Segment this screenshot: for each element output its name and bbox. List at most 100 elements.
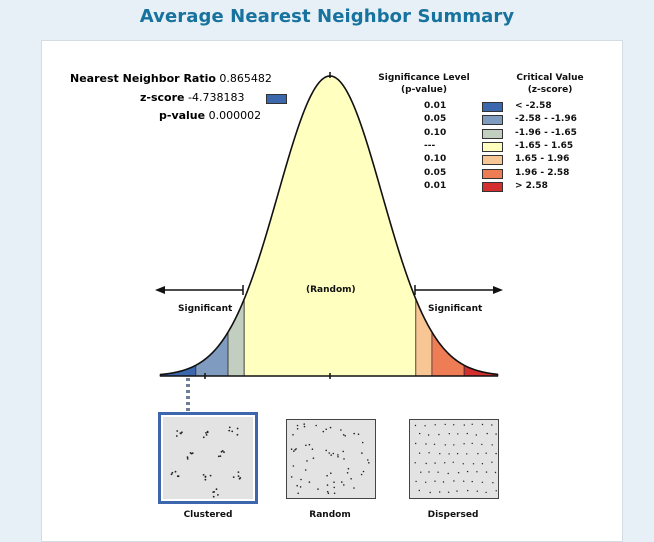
pattern-point [492, 482, 494, 484]
right-arrow-head [493, 286, 503, 294]
pattern-point [237, 475, 240, 477]
normal-curve-diagram [155, 72, 503, 412]
page-title: Average Nearest Neighbor Summary [139, 6, 515, 27]
pattern-point [425, 481, 427, 483]
pattern-point [481, 481, 484, 483]
pattern-point [475, 434, 477, 436]
pattern-point [212, 495, 215, 498]
pattern-point [476, 471, 478, 473]
pattern-point [292, 465, 295, 467]
pattern-point [328, 452, 330, 454]
pattern-point [471, 423, 473, 425]
pattern-point [209, 474, 212, 477]
pattern-point [290, 476, 293, 478]
pattern-point [174, 470, 177, 473]
pattern-point [217, 455, 220, 458]
pattern-point [299, 486, 302, 488]
pattern-point [303, 423, 305, 425]
zscore-value: -4.738183 [187, 91, 245, 104]
pattern-point [329, 426, 332, 429]
pattern-point [181, 431, 183, 434]
pattern-point [217, 494, 219, 496]
pattern-point [297, 492, 299, 495]
clustered-points [170, 426, 242, 498]
legend-swatch [482, 181, 503, 192]
pattern-point [237, 471, 240, 473]
pattern-point [439, 453, 441, 455]
pattern-point [495, 433, 497, 435]
pattern-point [447, 472, 449, 475]
pattern-point [332, 452, 335, 455]
pattern-point [236, 427, 239, 430]
zscore-swatch [266, 94, 287, 104]
pattern-point [186, 456, 189, 459]
random-label-sample: Random [309, 510, 351, 520]
pattern-point [204, 478, 207, 481]
legend-pvalue: 0.10 [424, 154, 447, 165]
pattern-point [485, 452, 487, 454]
ratio-value: 0.865482 [219, 72, 272, 85]
legend-swatch [482, 141, 503, 152]
pattern-point [444, 444, 446, 446]
pattern-point [337, 454, 339, 456]
legend-pvalue: 0.05 [424, 114, 447, 125]
pattern-point [481, 463, 484, 465]
pattern-point [337, 456, 339, 458]
pattern-point [343, 458, 345, 460]
pattern-point [228, 429, 231, 432]
pattern-point [414, 424, 417, 427]
pattern-point [444, 462, 446, 464]
pattern-point [333, 492, 336, 495]
legend-pvalue: 0.05 [424, 167, 447, 178]
pattern-point [304, 469, 307, 471]
pattern-point [457, 433, 459, 435]
pattern-point [368, 462, 370, 464]
legend-pvalue: --- [424, 140, 436, 151]
pvalue-label: p-value [159, 109, 206, 122]
pattern-point [453, 424, 455, 426]
pattern-point [481, 423, 484, 426]
pattern-point [232, 476, 235, 478]
dispersed-pattern-image [409, 419, 499, 499]
critical-header-line2: (z-score) [527, 85, 573, 95]
pattern-point [296, 424, 299, 427]
pattern-point [427, 434, 430, 436]
pattern-point [327, 492, 330, 495]
zscore-row: z-score -4.738183 [140, 91, 244, 104]
pattern-point [204, 475, 207, 478]
legend-zrange: > 2.58 [515, 180, 548, 191]
pattern-point [333, 486, 335, 489]
pattern-point [442, 481, 445, 483]
pattern-point [330, 472, 332, 474]
pattern-point [463, 443, 465, 445]
pattern-point [361, 441, 364, 444]
pattern-point [495, 490, 497, 492]
legend-zrange: -1.96 - -1.65 [515, 127, 577, 138]
pattern-point [367, 459, 369, 461]
pattern-point [346, 472, 349, 474]
pattern-point [414, 462, 416, 464]
left-arrow-head [155, 286, 165, 294]
pattern-point [466, 453, 468, 455]
pattern-point [437, 471, 439, 473]
pattern-point [481, 443, 483, 446]
pattern-point [350, 478, 352, 480]
pattern-point [300, 478, 302, 481]
pattern-point [190, 452, 193, 455]
critical-value-header: Critical Value (z-score) [507, 72, 593, 96]
pattern-point [326, 490, 329, 493]
pattern-point [453, 480, 455, 482]
pattern-point [293, 450, 295, 452]
significance-header: Significance Level (p-value) [372, 72, 476, 96]
significance-header-line2: (p-value) [401, 85, 447, 95]
random-label: (Random) [306, 285, 356, 295]
pattern-point [239, 477, 242, 479]
pattern-point [308, 443, 311, 446]
pattern-point [341, 481, 343, 483]
pattern-point [317, 488, 319, 490]
legend-pvalue: 0.10 [424, 127, 447, 138]
pattern-point [325, 428, 327, 431]
pattern-point [456, 453, 459, 455]
pattern-point [205, 432, 207, 434]
dispersed-points [414, 423, 497, 494]
